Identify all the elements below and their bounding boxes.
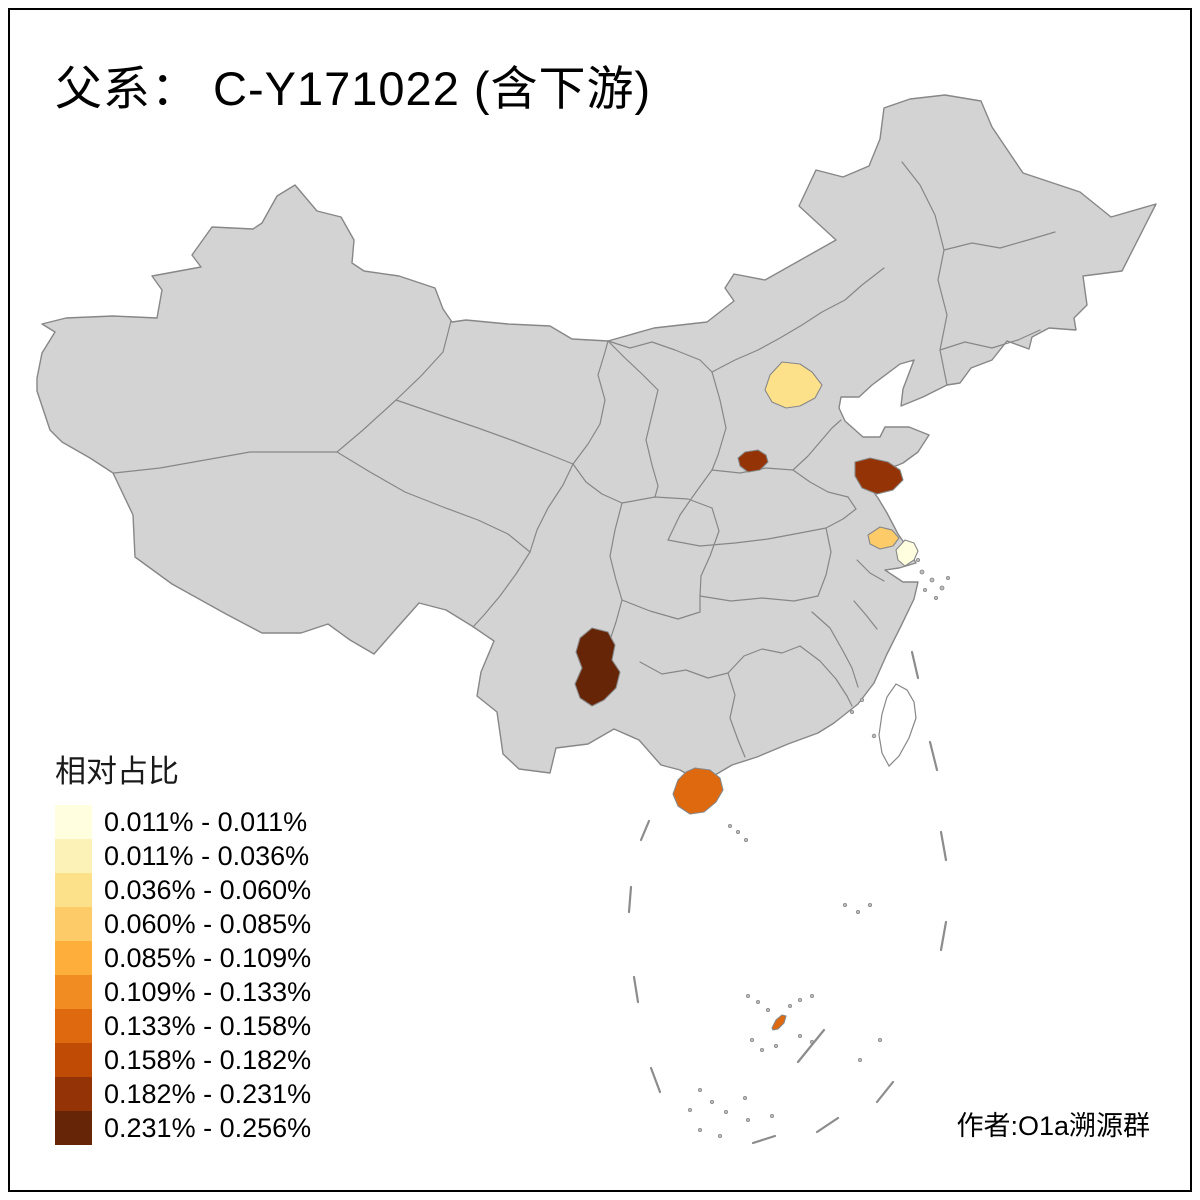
mainland-china-outline	[36, 94, 1157, 795]
attribution: 作者:O1a溯源群	[956, 1111, 1150, 1141]
legend-row: 0.060% - 0.085%	[55, 907, 311, 941]
legend-swatch	[55, 1009, 92, 1043]
legend-row: 0.133% - 0.158%	[55, 1009, 311, 1043]
legend-row: 0.085% - 0.109%	[55, 941, 311, 975]
region-beijing-area	[764, 361, 823, 409]
legend-label: 0.011% - 0.036%	[104, 840, 310, 871]
province-borders	[113, 161, 1056, 758]
legend-swatch	[55, 1043, 92, 1077]
legend-swatch	[55, 1077, 92, 1111]
small-islands	[688, 558, 951, 1139]
legend-swatch	[55, 873, 92, 907]
legend-label: 0.109% - 0.133%	[104, 976, 312, 1007]
taiwan-island	[878, 683, 917, 767]
legend-label: 0.060% - 0.085%	[104, 908, 312, 939]
legend-label: 0.158% - 0.182%	[104, 1044, 312, 1075]
legend-swatch	[55, 805, 92, 839]
legend-label: 0.036% - 0.060%	[104, 874, 312, 905]
legend-row: 0.158% - 0.182%	[55, 1043, 311, 1077]
region-southwest-shanxi	[737, 449, 769, 473]
legend-row: 0.036% - 0.060%	[55, 873, 311, 907]
region-central-yunnan	[574, 627, 621, 707]
legend-label: 0.011% - 0.011%	[104, 806, 308, 837]
legend-swatch	[55, 907, 92, 941]
region-paracel-islands	[771, 1014, 787, 1031]
legend-label: 0.182% - 0.231%	[104, 1078, 312, 1109]
legend-row: 0.011% - 0.011%	[55, 805, 311, 839]
legend-label: 0.085% - 0.109%	[104, 942, 312, 973]
region-hainan-island	[672, 767, 724, 815]
legend-row: 0.231% - 0.256%	[55, 1111, 311, 1145]
legend-swatch	[55, 1111, 92, 1145]
region-central-jiangsu	[867, 526, 900, 550]
legend-label: 0.231% - 0.256%	[104, 1112, 312, 1143]
legend-row: 0.182% - 0.231%	[55, 1077, 311, 1111]
legend-title: 相对占比	[55, 754, 179, 789]
legend-swatch	[55, 941, 92, 975]
legend-row: 0.011% - 0.036%	[55, 839, 311, 873]
legend: 相对占比 0.011% - 0.011% 0.011% - 0.036% 0.0…	[55, 746, 311, 1145]
region-north-jiangsu	[854, 457, 904, 495]
nine-dash-line	[627, 650, 948, 1145]
legend-swatch	[55, 975, 92, 1009]
legend-row: 0.109% - 0.133%	[55, 975, 311, 1009]
page-title: 父系： C-Y171022 (含下游)	[55, 62, 652, 115]
legend-label: 0.133% - 0.158%	[104, 1010, 312, 1041]
legend-swatch	[55, 839, 92, 873]
region-suzhou-shanghai	[895, 539, 919, 567]
